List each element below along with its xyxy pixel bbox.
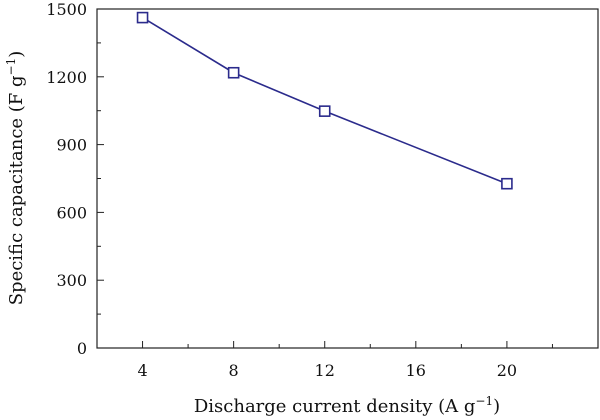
plot-frame — [96, 8, 599, 349]
y-tick-label: 300 — [56, 271, 87, 290]
y-tick-label: 900 — [56, 136, 87, 155]
y-tick-label: 1200 — [46, 68, 87, 87]
y-axis: 0 300 600 900 1200 1500 — [46, 0, 104, 358]
x-axis-title: Discharge current density (A g−1) — [194, 394, 500, 417]
x-tick-label: 8 — [229, 361, 239, 380]
y-tick-label: 1500 — [46, 0, 87, 19]
data-point-marker — [501, 177, 513, 190]
x-axis: 4 8 12 16 20 — [137, 341, 553, 380]
data-point-marker — [318, 105, 331, 117]
x-tick-label: 16 — [406, 361, 426, 380]
y-tick-label: 600 — [56, 203, 87, 222]
data-point-marker — [136, 11, 149, 24]
series-layer — [136, 11, 513, 190]
series-line — [142, 16, 508, 185]
x-tick-label: 4 — [137, 361, 147, 380]
x-tick-label: 20 — [497, 361, 517, 380]
y-tick-label: 0 — [77, 339, 87, 358]
data-point-marker — [227, 66, 240, 79]
x-tick-label: 12 — [315, 361, 335, 380]
y-axis-title: Specific capacitance (F g−1) — [4, 51, 27, 306]
